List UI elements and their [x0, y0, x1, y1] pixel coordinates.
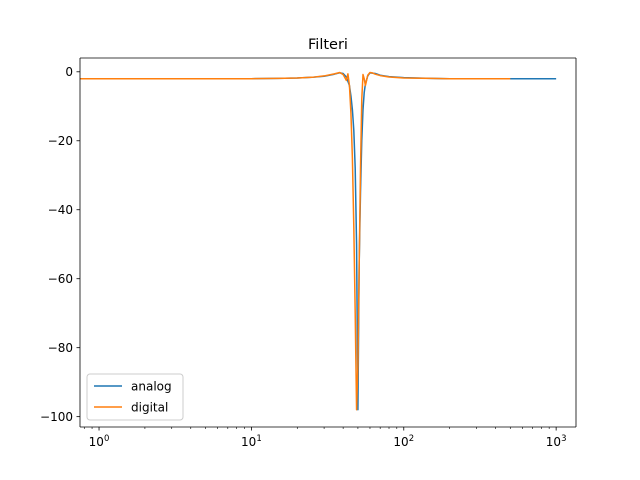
y-tick-label: −40: [48, 203, 73, 217]
x-tick-label: 103: [546, 434, 567, 449]
y-tick-label: −80: [48, 341, 73, 355]
x-tick-label: 101: [241, 434, 262, 449]
legend-label-digital: digital: [131, 400, 168, 414]
y-tick-label: −20: [48, 134, 73, 148]
x-tick-label: 100: [89, 434, 110, 449]
legend-label-analog: analog: [131, 379, 172, 393]
y-tick-label: −60: [48, 272, 73, 286]
chart-title: Filteri: [308, 37, 348, 53]
plot-area: 100 101 102 103 0 −20 −40 −60 −80 −100: [40, 57, 577, 449]
y-tick-label: −100: [40, 410, 73, 424]
y-tick-label: 0: [65, 65, 73, 79]
legend: analog digital: [86, 373, 184, 421]
series-line-digital: [80, 71, 511, 411]
x-tick-label: 102: [393, 434, 414, 449]
